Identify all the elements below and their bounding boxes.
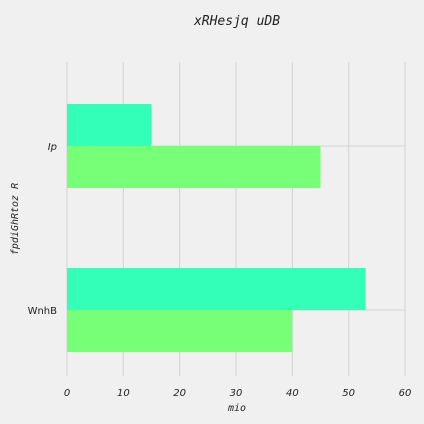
bars <box>67 104 366 352</box>
bar <box>67 268 366 310</box>
x-tick-label: 10 <box>117 388 130 399</box>
x-tick-label: 50 <box>342 388 355 399</box>
x-tick-label: 60 <box>399 388 412 399</box>
bar <box>67 146 321 188</box>
x-tick-labels: 0 10 20 30 40 50 60 <box>64 388 412 399</box>
bar <box>67 104 152 146</box>
category-label: Ip <box>48 142 57 153</box>
category-labels: Ip WnhB <box>28 142 58 317</box>
x-tick-label: 30 <box>230 388 243 399</box>
chart-title: xRHesjq uDB <box>193 14 280 29</box>
x-tick-label: 40 <box>286 388 299 399</box>
x-tick-label: 0 <box>64 388 70 399</box>
x-tick-label: 20 <box>173 388 186 399</box>
bar <box>67 310 292 352</box>
x-axis-label: mio <box>227 403 246 414</box>
category-label: WnhB <box>28 306 58 317</box>
y-axis-label: fpdiGhRtoz R <box>10 183 21 255</box>
